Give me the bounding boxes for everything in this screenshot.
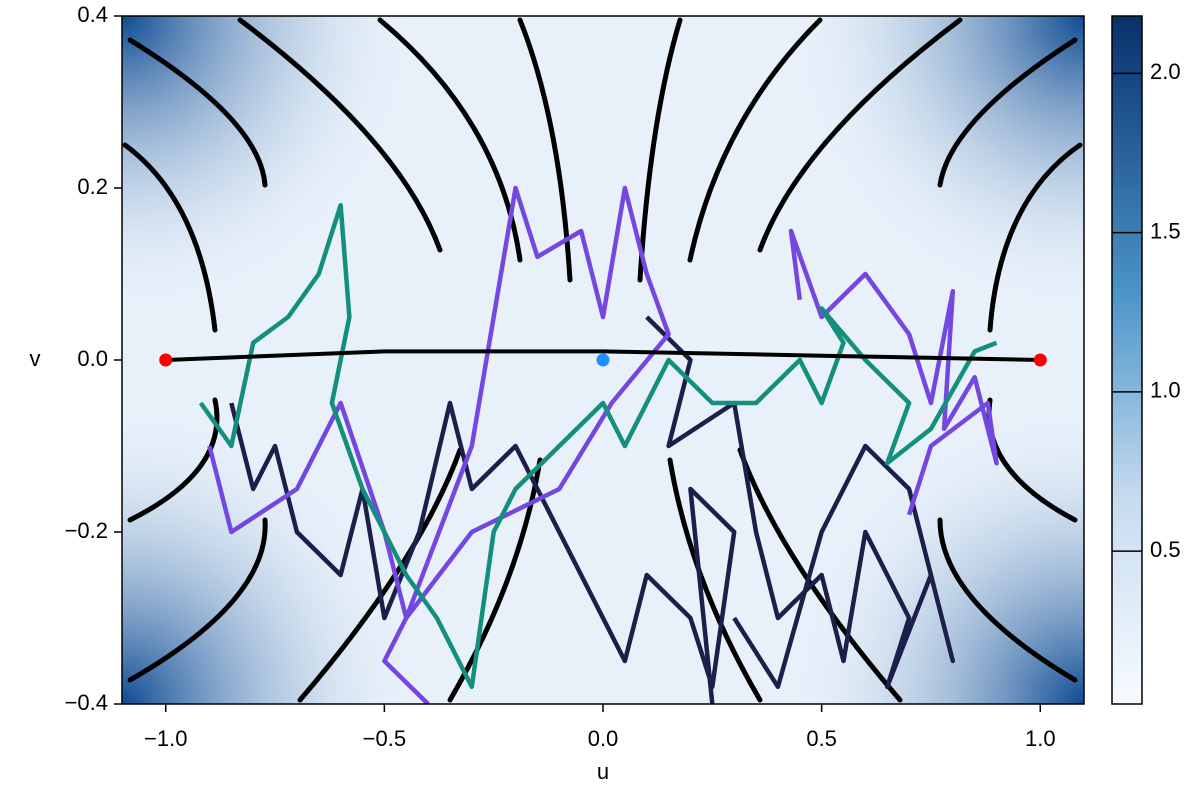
y-tick-label: 0.0 [77,346,108,371]
y-tick-label: −0.2 [65,518,108,543]
colorbar [1111,15,1143,705]
x-axis-label: u [597,759,609,784]
y-tick-label: 0.4 [77,2,108,27]
connection-line [165,349,1041,362]
plot-marks [159,185,1047,704]
y-tick-label: 0.2 [77,174,108,199]
trajectory [229,400,737,704]
y-tick-label: −0.4 [65,690,108,715]
fixed-point [596,353,610,367]
trajectory [788,228,999,516]
colorbar-tick-label: 1.0 [1150,378,1181,403]
colorbar-tick-label: 2.0 [1150,59,1181,84]
x-tick-label: −0.5 [363,726,406,751]
y-axis-label: v [30,346,41,371]
colorbar-tick-label: 1.5 [1150,218,1181,243]
fixed-point [1033,353,1047,367]
fixed-point [159,353,173,367]
colorbar-tick-label: 0.5 [1150,537,1181,562]
trajectory [198,202,998,690]
x-tick-label: 0.5 [806,726,837,751]
x-tick-label: −1.0 [144,726,187,751]
x-tick-label: 1.0 [1025,726,1056,751]
x-tick-label: 0.0 [588,726,619,751]
trajectory [645,315,956,690]
